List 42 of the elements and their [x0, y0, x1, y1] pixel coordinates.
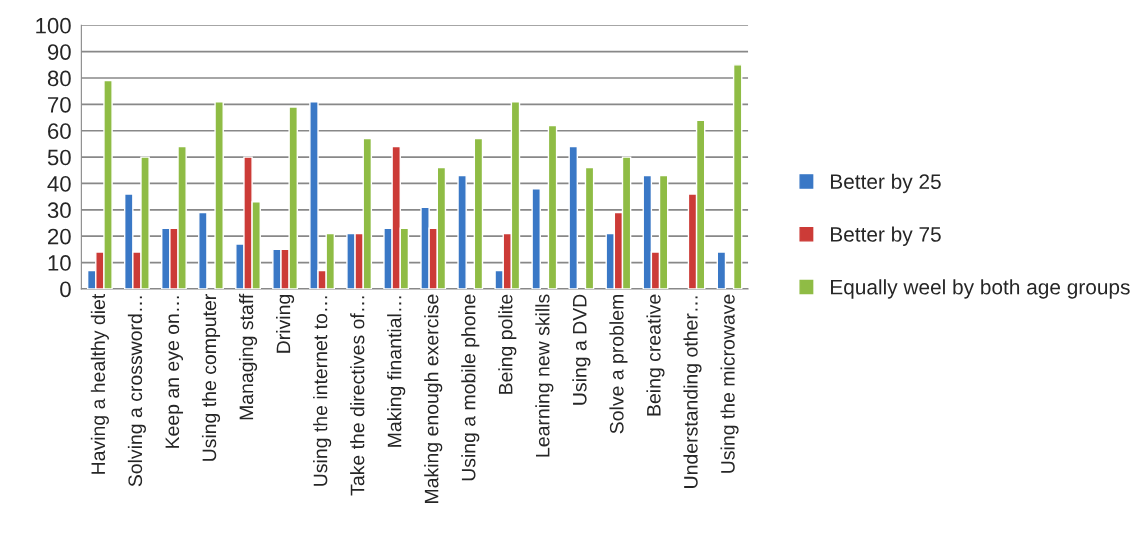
x-tick-label: Take the directives of…: [350, 296, 365, 496]
y-tick-label: 10: [48, 255, 71, 271]
x-tick-label: Managing staff: [238, 293, 258, 420]
y-tick-label: 80: [47, 70, 71, 87]
legend-label: Better by 25: [831, 173, 941, 194]
x-tick-label: Using a mobile phone: [461, 294, 480, 481]
y-tick-label: 50: [47, 149, 71, 166]
y-tick-label: 20: [48, 228, 71, 245]
x-tick-label: Using the microwave: [720, 294, 739, 473]
bar: [214, 101, 224, 289]
bar: [732, 64, 743, 289]
x-tick-label: Driving: [276, 295, 295, 353]
legend-label: Equally weel by both age groups: [831, 279, 1130, 299]
x-tick-label: Being creative: [646, 294, 665, 416]
x-tick-label: Making finantial…: [387, 296, 406, 447]
x-tick-label: Using a DVD: [572, 294, 591, 405]
bar: [584, 166, 595, 289]
y-tick-label: 100: [36, 17, 71, 34]
y-tick-label: 70: [48, 96, 71, 113]
x-tick-label: Solve a problem: [609, 295, 628, 434]
x-tick-label: Using the computer: [201, 294, 221, 461]
y-tick-label: 60: [48, 123, 71, 139]
bar: [716, 251, 727, 289]
x-tick-label: Making enough exercise: [424, 294, 443, 503]
bar: [547, 124, 558, 289]
x-tick-label: Learning new skills: [535, 294, 554, 457]
y-tick-label: 90: [47, 44, 71, 60]
x-tick-label: Using the internet to…: [313, 296, 332, 486]
x-tick-label: Having a healthy diet: [90, 293, 109, 474]
y-tick-label: 40: [47, 175, 71, 192]
x-tick-label: Solving a crossword…: [127, 296, 146, 487]
legend-label: Better by 75: [831, 226, 941, 246]
bar: [457, 174, 467, 289]
x-tick-label: Keep an eye on…: [165, 296, 184, 448]
x-tick-label: Understanding other…: [683, 296, 702, 488]
bar: [473, 137, 484, 289]
x-tick-label: Being polite: [498, 294, 517, 394]
y-tick-label: 0: [60, 281, 71, 298]
y-tick-label: 30: [47, 202, 71, 219]
bar: [568, 145, 579, 289]
bar: [198, 211, 208, 289]
bar: [531, 188, 541, 289]
